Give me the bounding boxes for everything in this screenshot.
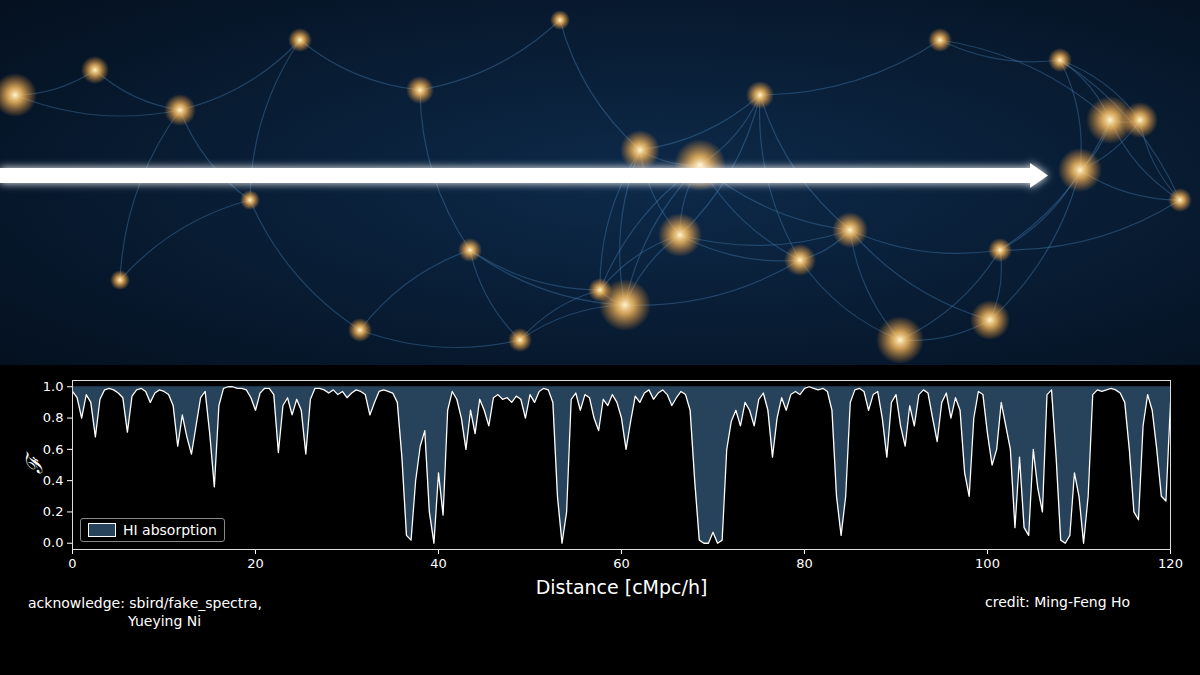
svg-text:40: 40 <box>430 556 447 571</box>
svg-text:ℱ: ℱ <box>22 451 47 474</box>
svg-text:0.6: 0.6 <box>43 442 64 457</box>
svg-text:0.4: 0.4 <box>43 473 64 488</box>
svg-text:0: 0 <box>68 556 76 571</box>
svg-text:80: 80 <box>796 556 813 571</box>
svg-text:0.2: 0.2 <box>43 504 64 519</box>
html-text:Yueying Ni: Yueying Ni <box>128 613 202 629</box>
html-text:HI absorption: HI absorption <box>123 522 217 538</box>
svg-text:60: 60 <box>613 556 630 571</box>
svg-text:Distance [cMpc/h]: Distance [cMpc/h] <box>536 576 708 598</box>
svg-text:120: 120 <box>1158 556 1183 571</box>
svg-text:20: 20 <box>247 556 264 571</box>
svg-text:0.0: 0.0 <box>43 535 64 550</box>
html-text:credit: Ming-Feng Ho: credit: Ming-Feng Ho <box>985 594 1131 610</box>
svg-text:1.0: 1.0 <box>43 379 64 394</box>
html-text:acknowledge: sbird/fake_spectr: acknowledge: sbird/fake_spectra, <box>28 595 262 611</box>
svg-text:0.8: 0.8 <box>43 410 64 425</box>
svg-text:100: 100 <box>975 556 1000 571</box>
